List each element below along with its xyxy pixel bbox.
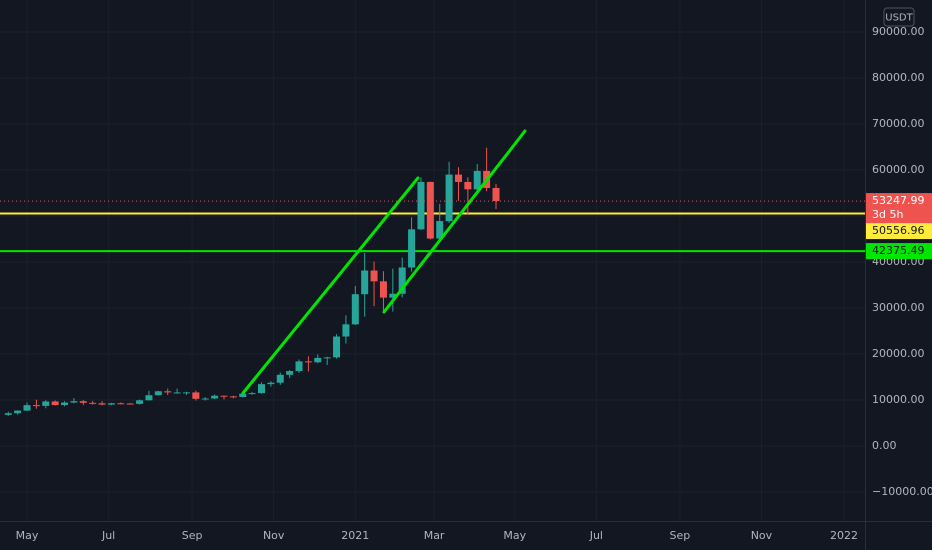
y-tick-label: 70000.00	[872, 117, 925, 130]
candle-body	[182, 392, 190, 394]
candle-body	[370, 270, 378, 282]
x-tick-label: Jul	[101, 529, 115, 542]
candle-body	[145, 395, 153, 401]
candle-body	[333, 336, 341, 358]
candle-body	[239, 393, 247, 397]
candle-body	[361, 270, 369, 295]
candle-body	[276, 374, 284, 383]
y-tick-label: 30000.00	[872, 301, 925, 314]
x-tick-label: May	[503, 529, 526, 542]
candle-body	[211, 395, 219, 399]
candle-body	[426, 181, 434, 239]
candle-body	[61, 402, 69, 406]
candle-body	[436, 221, 444, 239]
y-tick-label: 20000.00	[872, 347, 925, 360]
candle-body	[117, 403, 125, 405]
candle-body	[379, 281, 387, 298]
candle-body	[389, 293, 397, 298]
candle-body	[107, 403, 115, 405]
candle-body	[267, 382, 275, 385]
hline-label: 50556.96	[872, 224, 925, 237]
candle-body	[154, 391, 162, 396]
countdown-label: 3d 5h	[872, 208, 903, 221]
candle-body	[473, 170, 481, 190]
candle-body	[323, 357, 331, 359]
candle-body	[14, 410, 22, 414]
x-tick-label: 2022	[830, 529, 858, 542]
candle-body	[201, 398, 209, 400]
candle-body	[258, 384, 266, 394]
candle-body	[79, 401, 87, 403]
currency-box[interactable]	[883, 7, 915, 27]
candle-body	[42, 401, 50, 406]
x-tick-label: Nov	[751, 529, 773, 542]
candle-body	[295, 361, 303, 372]
candle-body	[445, 174, 453, 222]
candle-body	[136, 400, 144, 404]
candle-body	[51, 401, 59, 406]
last-price-box	[866, 193, 932, 224]
last-price-label: 53247.99	[872, 194, 925, 207]
x-tick-label: 2021	[341, 529, 369, 542]
candle-body	[286, 371, 294, 375]
hline-label-box	[866, 243, 932, 260]
currency: USDT	[885, 13, 913, 24]
candle-body	[314, 357, 322, 363]
x-tick-label: May	[16, 529, 39, 542]
candle-body	[70, 401, 78, 403]
candle-body	[229, 396, 237, 398]
x-tick-label: Nov	[263, 529, 285, 542]
trend-line	[382, 129, 527, 314]
candle-body	[89, 402, 97, 404]
hline-label: 42375.49	[872, 244, 925, 257]
candle-body	[304, 361, 312, 363]
candle-body	[173, 392, 181, 394]
candle-body	[464, 181, 472, 190]
candle-body	[23, 405, 31, 411]
candle-body	[4, 413, 12, 415]
x-tick-label: Sep	[669, 529, 690, 542]
candle-body	[248, 393, 256, 395]
candle-body	[164, 391, 172, 393]
candle-body	[98, 403, 106, 405]
y-tick-label: 80000.00	[872, 71, 925, 84]
candle-body	[398, 267, 406, 294]
x-tick-label: Mar	[424, 529, 445, 542]
y-tick-label: 10000.00	[872, 393, 925, 406]
candle-body	[351, 294, 359, 325]
candle-body	[32, 405, 40, 407]
y-tick-label: −10000.00	[872, 485, 932, 498]
trend-line	[241, 176, 420, 395]
y-tick-label: 60000.00	[872, 163, 925, 176]
hline-label-box	[866, 223, 932, 240]
x-tick-label: Jul	[589, 529, 603, 542]
y-tick-label: 0.00	[872, 439, 897, 452]
candle-body	[192, 392, 200, 399]
x-tick-label: Sep	[182, 529, 203, 542]
candle-body	[126, 403, 134, 405]
y-tick-label: 90000.00	[872, 25, 925, 38]
candle-body	[417, 181, 425, 230]
candle-body	[342, 324, 350, 337]
candle-body	[408, 229, 416, 268]
candle-body	[220, 395, 228, 397]
candle-body	[492, 187, 500, 202]
candle-body	[454, 174, 462, 182]
